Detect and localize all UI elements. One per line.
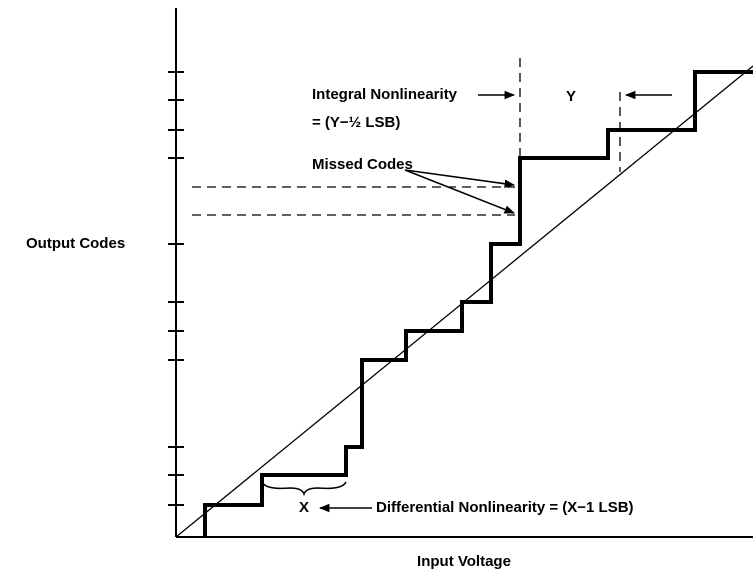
y-ticks [168,71,184,506]
x-marker: X [299,499,309,516]
integral-formula: = (Y−½ LSB) [312,114,400,131]
dashed-lines [192,58,621,216]
x-axis-label: Input Voltage [417,553,511,570]
axes [175,8,753,538]
y-axis-label: Output Codes [26,235,125,252]
staircase [203,70,753,537]
arrows [261,90,672,513]
integral-label: Integral Nonlinearity [312,86,458,103]
y-marker: Y [566,88,576,105]
missed-codes-label: Missed Codes [312,156,413,173]
differential-label: Differential Nonlinearity = (X−1 LSB) [376,499,634,516]
